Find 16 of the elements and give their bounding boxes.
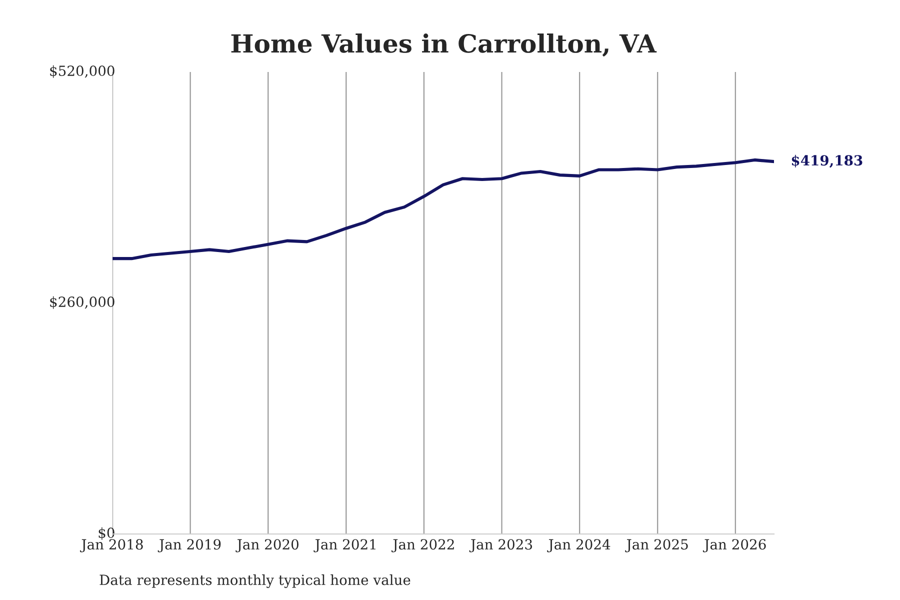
y-tick-label: $260,000 xyxy=(50,296,114,309)
x-tick-label: Jan 2026 xyxy=(702,539,766,552)
x-tick-label: Jan 2023 xyxy=(469,539,532,552)
text: Data represents monthly typical home value xyxy=(100,574,410,588)
x-tick-label: Jan 2021 xyxy=(314,539,376,552)
x-tick-label: Jan 2019 xyxy=(158,539,221,552)
annotation: $419,183 xyxy=(792,154,862,168)
y-tick-label: $0 xyxy=(98,527,114,540)
x-tick-label: Jan 2022 xyxy=(392,539,454,552)
x-tick-label: Jan 2024 xyxy=(547,539,610,552)
x-tick-label: Jan 2025 xyxy=(625,539,688,552)
x-tick-label: Jan 2020 xyxy=(236,539,298,552)
chart-title: Home Values in Carrollton, VA xyxy=(231,34,657,57)
line-series xyxy=(112,158,774,260)
y-tick-label: $520,000 xyxy=(50,65,114,78)
x-tick-label: Jan 2018 xyxy=(80,539,143,552)
